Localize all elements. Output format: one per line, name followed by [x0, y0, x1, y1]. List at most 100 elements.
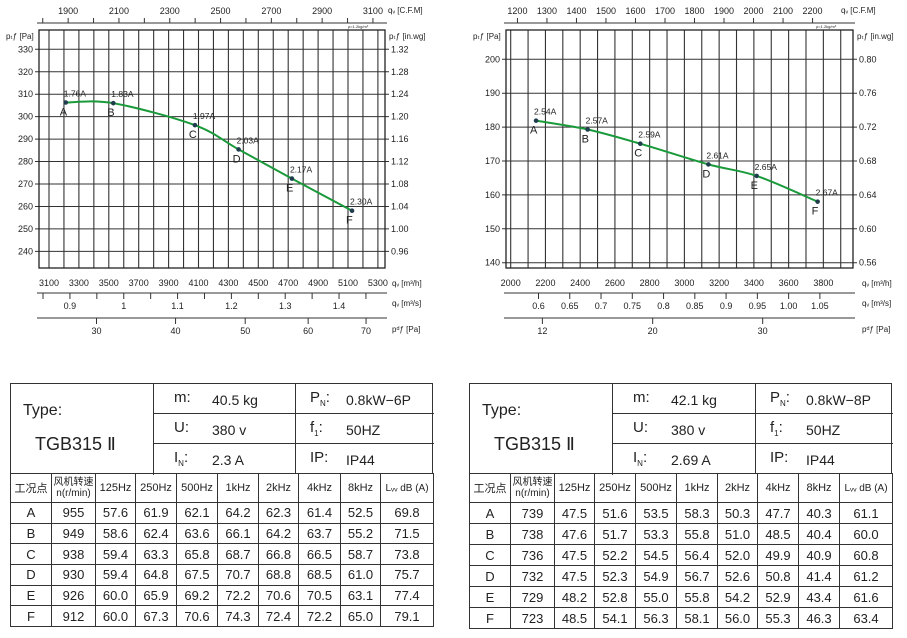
- x-tick-label-m3h: 4900: [308, 278, 328, 288]
- table-cell: 949: [51, 522, 96, 545]
- table-cell: 72.4: [258, 605, 299, 628]
- table-cell: 74.3: [217, 605, 259, 628]
- performance-curve: [535, 119, 819, 203]
- table-cell: 51.7: [594, 523, 636, 545]
- m3s-tick-label: 0.65: [561, 301, 579, 311]
- operating-point-label: C: [634, 148, 642, 160]
- column-header: 500Hz: [176, 473, 218, 503]
- mass: m: 40.5 kg: [154, 384, 296, 414]
- y-tick-label-pa: 310: [18, 89, 33, 99]
- table-cell: 68.8: [258, 564, 299, 586]
- cfm-tick-label: 2300: [160, 6, 180, 16]
- table-cell: 65.8: [176, 543, 218, 566]
- m3s-tick-label: 0.95: [749, 301, 767, 311]
- protection-label: IP:: [310, 449, 329, 466]
- table-cell: 77.4: [380, 584, 434, 607]
- x-axis-label-cfm: qᵥ [C.F.M]: [388, 6, 423, 15]
- table-cell: 61.1: [839, 502, 893, 524]
- table-cell: 47.5: [554, 502, 595, 524]
- y-tick-label-pa: 270: [18, 179, 33, 189]
- table-cell: 57.6: [95, 502, 136, 524]
- m3s-tick-label: 1.1: [171, 301, 184, 311]
- cfm-tick-label: 1300: [537, 6, 557, 16]
- pd-tick-label: 60: [303, 326, 313, 336]
- table-cell: 60.0: [95, 605, 136, 628]
- y-tick-label-inwg: 0.80: [859, 54, 877, 64]
- table-cell: 68.7: [217, 543, 259, 566]
- x-tick-label-m3h: 2800: [640, 278, 660, 288]
- x-tick-label-m3h: 3100: [39, 278, 59, 288]
- table-cell: 55.2: [340, 522, 381, 545]
- table-row: F 723 48.5 54.1 56.3 58.1 56.0 55.3 46.3 63.4: [469, 607, 893, 629]
- cfm-tick-label: 2000: [744, 6, 764, 16]
- table-cell: F: [10, 605, 52, 628]
- table-cell: 55.8: [676, 586, 718, 608]
- spec-block: Type: TGB315 Ⅱ m: 42.1 kg U: 380 v IN: 2.69 A PN…: [469, 383, 893, 475]
- column-header: 250Hz: [135, 473, 177, 503]
- table-cell: 66.1: [217, 522, 259, 545]
- y-tick-label-inwg: 1.12: [391, 157, 409, 167]
- y-tick-label-inwg: 1.04: [391, 201, 409, 211]
- cfm-tick-label: 1900: [714, 6, 734, 16]
- table-cell: 54.2: [717, 586, 758, 608]
- operating-point-label: F: [812, 206, 819, 218]
- protection-value: IP44: [806, 452, 835, 468]
- y-axis-label-inwg: pₜƒ [in.wg]: [857, 32, 894, 41]
- cfm-tick-label: 3100: [363, 6, 383, 16]
- table-row: B 738 47.6 51.7 53.3 55.8 51.0 48.5 40.4 60.0: [469, 523, 893, 545]
- mass: m: 42.1 kg: [613, 384, 756, 414]
- operating-point-c: [192, 122, 198, 128]
- m3s-tick-label: 1.4: [333, 301, 346, 311]
- operating-point-e: [754, 173, 759, 179]
- m3s-tick-label: 1: [121, 301, 126, 311]
- rated-power-value: 0.8kW−6P: [346, 392, 411, 408]
- table-cell: 736: [510, 544, 555, 566]
- m3s-tick-label: 0.8: [657, 301, 670, 311]
- table-cell: 732: [510, 565, 555, 587]
- table-cell: 40.9: [798, 544, 840, 566]
- column-header: 4kHz: [757, 473, 799, 503]
- protection-label: IP:: [770, 449, 789, 466]
- table-cell: 47.5: [554, 544, 595, 566]
- table-cell: 71.5: [380, 522, 434, 545]
- cfm-tick-label: 1700: [655, 6, 675, 16]
- protection: IP: IP44: [296, 444, 434, 474]
- rated-current-value: 2.3 A: [212, 452, 244, 468]
- model-name: TGB315 Ⅱ: [35, 434, 116, 454]
- operating-point-b: [110, 100, 116, 106]
- x-tick-label-m3h: 3500: [99, 278, 119, 288]
- table-cell: A: [10, 502, 52, 524]
- table-cell: 49.9: [757, 544, 799, 566]
- table-cell: 58.3: [676, 502, 718, 524]
- operating-point-label: A: [60, 107, 68, 119]
- x-axis-label-pd: pᵈƒ [Pa]: [862, 325, 890, 334]
- pd-tick-label: 70: [361, 326, 371, 336]
- x-tick-label-m3h: 3800: [813, 278, 833, 288]
- table-cell: 61.0: [340, 564, 381, 586]
- table-row: E 926 60.0 65.9 69.2 72.2 70.6 70.5 63.1 77.4: [10, 584, 434, 607]
- table-cell: 739: [510, 502, 555, 524]
- y-tick-label-pa: 160: [485, 190, 500, 200]
- rated-power-label: PN:: [310, 389, 330, 408]
- x-axis-label-m3s: qᵥ [m³/s]: [862, 299, 891, 308]
- table-cell: 65.0: [340, 605, 381, 628]
- x-axis-label-cfm: qᵥ [C.F.M]: [841, 6, 876, 15]
- table-cell: 69.8: [380, 502, 434, 524]
- y-tick-label-pa: 200: [485, 54, 500, 64]
- table-cell: 46.3: [798, 607, 840, 629]
- table-cell: 55.0: [635, 586, 677, 608]
- operating-point-label: A: [530, 125, 538, 137]
- current-label: 2.65A: [755, 162, 778, 172]
- cfm-tick-label: 2500: [211, 6, 231, 16]
- table-cell: 72.2: [298, 605, 341, 628]
- table-cell: 79.1: [380, 605, 434, 628]
- voltage-label: U:: [633, 419, 648, 436]
- current-label: 1.76A: [64, 89, 87, 99]
- table-cell: 63.7: [298, 522, 341, 545]
- operating-point-d: [706, 162, 711, 167]
- table-cell: 56.7: [676, 565, 718, 587]
- column-header: 4kHz: [298, 473, 341, 503]
- table-cell: E: [469, 586, 511, 608]
- table-cell: B: [469, 523, 511, 545]
- table-cell: 69.2: [176, 584, 218, 607]
